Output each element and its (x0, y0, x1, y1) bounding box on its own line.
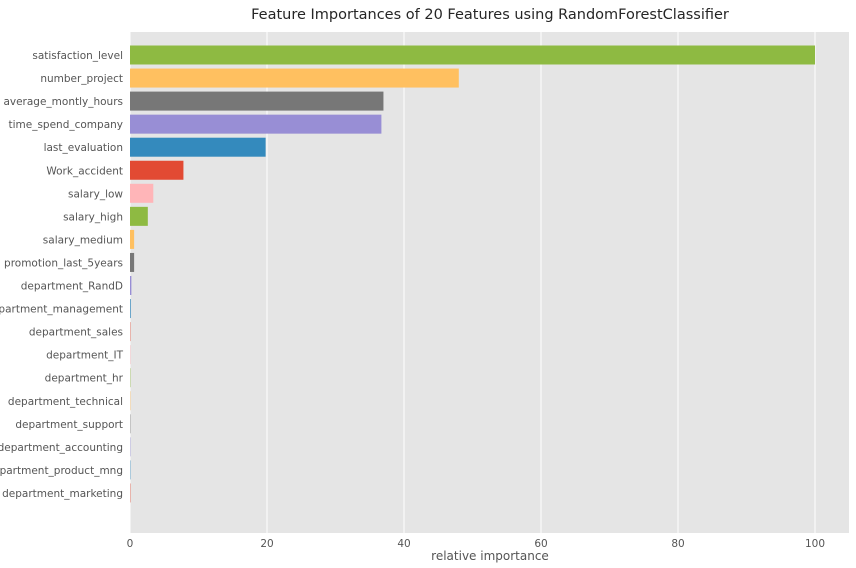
bar-satisfaction_level (130, 45, 815, 65)
y-tick-label: satisfaction_level (32, 50, 123, 62)
y-tick-label: department_support (15, 419, 123, 431)
bar-last_evaluation (130, 137, 266, 157)
y-tick-label: salary_high (63, 211, 123, 223)
y-tick-label: Work_accident (46, 165, 123, 177)
x-tick-label: 40 (397, 538, 410, 550)
y-tick-label: salary_low (68, 188, 123, 200)
y-tick-label: department_sales (29, 327, 123, 339)
bar-salary_medium (130, 229, 135, 249)
y-tick-label: last_evaluation (44, 142, 123, 154)
y-tick-label: department_RandD (21, 281, 123, 293)
y-tick-label: department_hr (45, 373, 124, 385)
bar-department_management (130, 299, 131, 319)
x-tick-label: 80 (671, 538, 684, 550)
y-tick-label: number_project (40, 73, 123, 85)
bar-Work_accident (130, 160, 184, 180)
x-tick-label: 100 (805, 538, 825, 550)
chart-title: Feature Importances of 20 Features using… (251, 7, 729, 23)
x-tick-label: 0 (127, 538, 134, 550)
y-tick-label: department_accounting (0, 442, 123, 454)
y-tick-label: time_spend_company (8, 119, 123, 131)
bar-salary_low (130, 183, 154, 203)
y-tick-label: department_IT (46, 350, 123, 362)
y-tick-label: department_marketing (2, 488, 123, 500)
y-tick-label: department_product_mng (0, 465, 123, 477)
y-tick-label: department_management (0, 304, 123, 316)
x-axis-label: relative importance (431, 549, 549, 563)
bar-salary_high (130, 206, 148, 226)
bar-department_RandD (130, 276, 132, 295)
bars (130, 45, 815, 503)
y-tick-label: salary_medium (43, 234, 123, 246)
y-tick-labels: satisfaction_level number_project average_… (0, 50, 124, 500)
x-tick-label: 60 (534, 538, 547, 550)
bar-time_spend_company (130, 114, 382, 134)
x-tick-label: 20 (260, 538, 273, 550)
bar-number_project (130, 68, 459, 88)
bar-average_montly_hours (130, 91, 384, 111)
bar-promotion_last_5years (130, 252, 135, 272)
y-tick-label: average_montly_hours (3, 96, 123, 108)
y-tick-label: department_technical (8, 396, 123, 408)
x-tick-labels: 0 20 40 60 80 100 (127, 538, 825, 550)
y-tick-label: promotion_last_5years (4, 257, 123, 269)
